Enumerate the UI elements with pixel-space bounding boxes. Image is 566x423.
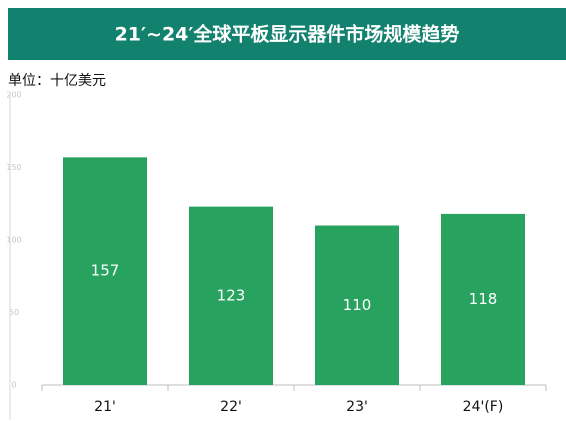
y-tick-label: 150	[6, 163, 21, 172]
title-bar	[8, 8, 566, 60]
bar	[441, 213, 525, 385]
chart-title: 21′~24′全球平板显示器件市场规模趋势	[115, 23, 460, 46]
data-label: 110	[343, 296, 372, 314]
x-tick-label: 24'(F)	[463, 399, 504, 415]
x-tick-label: 23'	[346, 399, 368, 415]
y-tick-label: 100	[6, 236, 21, 245]
data-label: 157	[91, 262, 120, 280]
data-label: 123	[217, 286, 246, 304]
y-tick-label: 50	[9, 308, 19, 317]
unit-label: 单位：十亿美元	[8, 73, 106, 89]
y-tick-label: 0	[11, 381, 16, 390]
bar	[189, 206, 273, 385]
x-tick-label: 22'	[220, 399, 242, 415]
bar	[63, 157, 147, 385]
bar	[315, 225, 399, 385]
data-label: 118	[469, 290, 498, 308]
y-tick-label: 200	[6, 91, 21, 100]
x-tick-label: 21'	[94, 399, 116, 415]
